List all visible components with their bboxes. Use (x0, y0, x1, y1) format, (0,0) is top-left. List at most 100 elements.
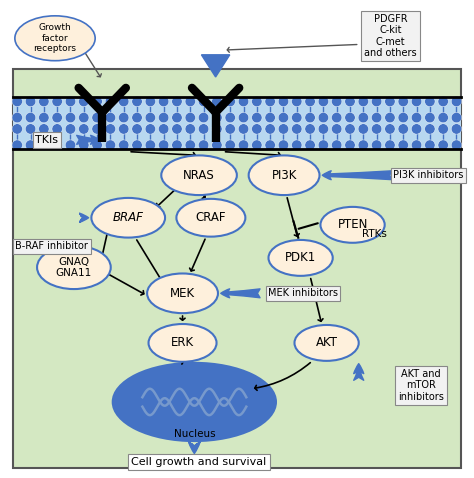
Circle shape (25, 124, 36, 134)
Text: Nucleus: Nucleus (173, 429, 215, 439)
Ellipse shape (112, 362, 277, 442)
Circle shape (265, 124, 275, 134)
Circle shape (65, 96, 76, 107)
Circle shape (425, 96, 435, 107)
Circle shape (331, 124, 342, 134)
Circle shape (105, 96, 116, 107)
Circle shape (385, 96, 395, 107)
Circle shape (278, 140, 289, 150)
Circle shape (79, 140, 89, 150)
Circle shape (79, 124, 89, 134)
Circle shape (132, 140, 142, 150)
Ellipse shape (148, 324, 217, 362)
Circle shape (265, 96, 275, 107)
Ellipse shape (268, 240, 333, 276)
Circle shape (331, 96, 342, 107)
Circle shape (385, 124, 395, 134)
Circle shape (185, 124, 195, 134)
Circle shape (278, 112, 289, 123)
Circle shape (225, 140, 236, 150)
Circle shape (212, 96, 222, 107)
Circle shape (345, 124, 355, 134)
Circle shape (372, 140, 382, 150)
Circle shape (372, 124, 382, 134)
Circle shape (278, 124, 289, 134)
Circle shape (158, 124, 169, 134)
Circle shape (145, 96, 155, 107)
Circle shape (345, 112, 355, 123)
Circle shape (411, 112, 422, 123)
Text: TKIs: TKIs (36, 135, 58, 145)
Circle shape (132, 112, 142, 123)
Circle shape (92, 112, 102, 123)
Circle shape (199, 96, 209, 107)
Circle shape (132, 96, 142, 107)
Circle shape (92, 96, 102, 107)
Text: B-RAF inhibitor: B-RAF inhibitor (15, 241, 88, 251)
Circle shape (172, 140, 182, 150)
Circle shape (305, 112, 315, 123)
Circle shape (39, 140, 49, 150)
Circle shape (145, 112, 155, 123)
Circle shape (398, 140, 409, 150)
Circle shape (25, 140, 36, 150)
Text: PDK1: PDK1 (285, 251, 316, 264)
Circle shape (145, 140, 155, 150)
Text: AKT: AKT (316, 337, 337, 349)
Circle shape (12, 112, 22, 123)
Circle shape (425, 124, 435, 134)
Circle shape (425, 112, 435, 123)
Ellipse shape (37, 246, 111, 289)
Circle shape (105, 140, 116, 150)
Circle shape (79, 112, 89, 123)
Circle shape (305, 140, 315, 150)
Circle shape (305, 96, 315, 107)
Circle shape (411, 96, 422, 107)
Circle shape (92, 140, 102, 150)
Circle shape (118, 140, 129, 150)
Text: AKT and
mTOR
inhibitors: AKT and mTOR inhibitors (398, 369, 444, 402)
Circle shape (292, 124, 302, 134)
FancyBboxPatch shape (12, 69, 461, 468)
Circle shape (132, 124, 142, 134)
Circle shape (358, 140, 368, 150)
Ellipse shape (176, 199, 246, 237)
Circle shape (278, 96, 289, 107)
Circle shape (265, 112, 275, 123)
Ellipse shape (147, 273, 218, 313)
Circle shape (199, 124, 209, 134)
Polygon shape (201, 55, 230, 77)
Circle shape (438, 140, 448, 150)
Circle shape (331, 112, 342, 123)
Circle shape (238, 112, 249, 123)
Circle shape (39, 96, 49, 107)
Circle shape (52, 96, 63, 107)
Ellipse shape (294, 325, 359, 361)
Text: MEK inhibitors: MEK inhibitors (268, 288, 338, 298)
Circle shape (39, 124, 49, 134)
Circle shape (225, 124, 236, 134)
Circle shape (158, 112, 169, 123)
Ellipse shape (320, 207, 385, 243)
Text: GNAQ
GNA11: GNAQ GNA11 (56, 257, 92, 278)
Circle shape (39, 112, 49, 123)
Text: PI3K: PI3K (272, 169, 297, 182)
Circle shape (238, 124, 249, 134)
Text: PI3K inhibitors: PI3K inhibitors (393, 170, 463, 180)
Circle shape (451, 96, 462, 107)
Text: Cell growth and survival: Cell growth and survival (131, 457, 267, 467)
Circle shape (451, 140, 462, 150)
Circle shape (199, 112, 209, 123)
Circle shape (398, 112, 409, 123)
Circle shape (92, 124, 102, 134)
Circle shape (158, 140, 169, 150)
Circle shape (252, 112, 262, 123)
Circle shape (172, 124, 182, 134)
Circle shape (79, 96, 89, 107)
Circle shape (238, 140, 249, 150)
Circle shape (25, 96, 36, 107)
Circle shape (12, 124, 22, 134)
Circle shape (145, 124, 155, 134)
Circle shape (158, 96, 169, 107)
Circle shape (292, 96, 302, 107)
